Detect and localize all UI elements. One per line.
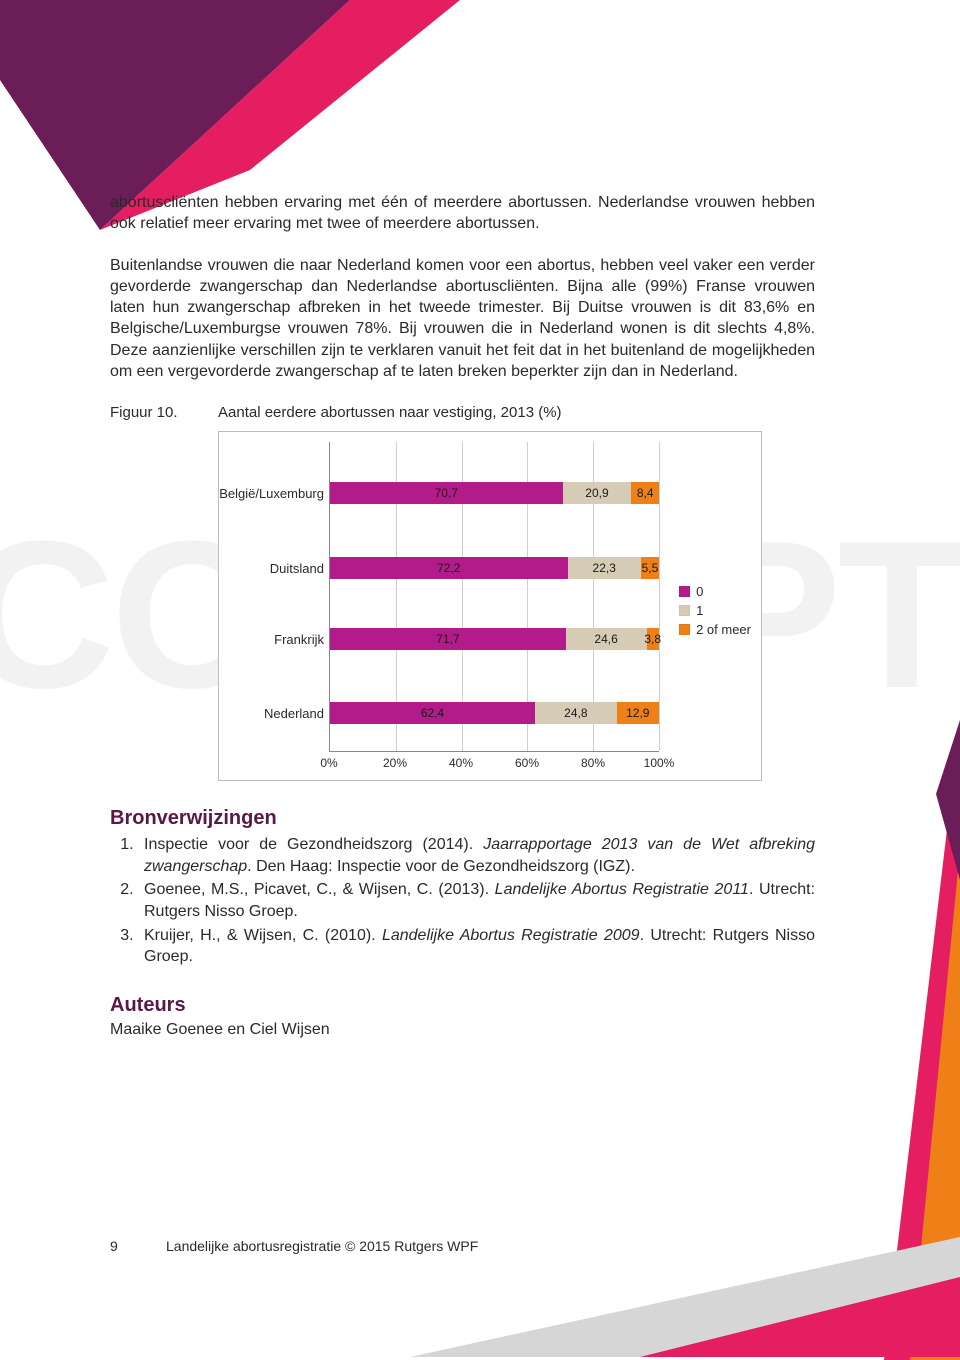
chart-bar-segment: 20,9 bbox=[563, 482, 632, 504]
chart-x-tick: 80% bbox=[581, 756, 605, 770]
reference-2: Goenee, M.S., Picavet, C., & Wijsen, C. … bbox=[138, 879, 815, 922]
reference-1: Inspectie voor de Gezondheidszorg (2014)… bbox=[138, 834, 815, 877]
chart-bar-segment: 24,8 bbox=[535, 702, 617, 724]
figure-caption-row: Figuur 10. Aantal eerdere abortussen naa… bbox=[110, 404, 815, 421]
chart-bar-row: Duitsland72,222,35,5 bbox=[330, 557, 659, 579]
paragraph-2: Buitenlandse vrouwen die naar Nederland … bbox=[110, 255, 815, 383]
legend-label: 1 bbox=[696, 603, 703, 618]
chart-bar-segment: 71,7 bbox=[330, 628, 566, 650]
chart-bar-segment: 5,5 bbox=[641, 557, 659, 579]
chart-bar-segment: 70,7 bbox=[330, 482, 563, 504]
chart-x-tick: 0% bbox=[320, 756, 337, 770]
legend-item: 0 bbox=[679, 584, 751, 599]
decor-bottom bbox=[0, 1177, 960, 1357]
legend-item: 1 bbox=[679, 603, 751, 618]
chart-container: België/Luxemburg70,720,98,4Duitsland72,2… bbox=[218, 431, 762, 781]
chart-bar-segment: 22,3 bbox=[568, 557, 641, 579]
heading-auteurs: Auteurs bbox=[110, 994, 815, 1017]
chart-bar-segment: 3,8 bbox=[647, 628, 660, 650]
chart-legend: 0 1 2 of meer bbox=[679, 584, 751, 641]
content-area: abortuscliënten hebben ervaring met één … bbox=[110, 192, 815, 1039]
chart-x-tick: 100% bbox=[644, 756, 675, 770]
chart-x-tick: 20% bbox=[383, 756, 407, 770]
figure-title: Aantal eerdere abortussen naar vestiging… bbox=[218, 404, 562, 421]
paragraph-1: abortuscliënten hebben ervaring met één … bbox=[110, 192, 815, 235]
chart-bar-segment: 8,4 bbox=[631, 482, 659, 504]
footer: 9 Landelijke abortusregistratie © 2015 R… bbox=[110, 1238, 478, 1254]
reference-3: Kruijer, H., & Wijsen, C. (2010). Landel… bbox=[138, 925, 815, 968]
legend-label: 2 of meer bbox=[696, 622, 751, 637]
legend-label: 0 bbox=[696, 584, 703, 599]
chart-x-tick: 40% bbox=[449, 756, 473, 770]
chart-bar-row: België/Luxemburg70,720,98,4 bbox=[330, 482, 659, 504]
chart-bar-row: Nederland62,424,812,9 bbox=[330, 702, 659, 724]
chart-bar-segment: 24,6 bbox=[566, 628, 647, 650]
chart-category-label: Duitsland bbox=[224, 557, 324, 579]
legend-swatch bbox=[679, 605, 690, 616]
legend-swatch bbox=[679, 624, 690, 635]
footer-text: Landelijke abortusregistratie © 2015 Rut… bbox=[166, 1238, 478, 1254]
heading-bron: Bronverwijzingen bbox=[110, 807, 815, 830]
legend-swatch bbox=[679, 586, 690, 597]
figure-label: Figuur 10. bbox=[110, 404, 218, 421]
chart-plot-area: België/Luxemburg70,720,98,4 Duitsland72,2… bbox=[329, 442, 659, 752]
chart-x-axis: 0%20%40%60%80%100% bbox=[329, 752, 659, 774]
page-number: 9 bbox=[110, 1238, 166, 1254]
legend-item: 2 of meer bbox=[679, 622, 751, 637]
chart-bar-segment: 62,4 bbox=[330, 702, 535, 724]
references-list: Inspectie voor de Gezondheidszorg (2014)… bbox=[110, 834, 815, 968]
chart-bar-segment: 72,2 bbox=[330, 557, 568, 579]
chart-bar-row: Frankrijk71,724,63,8 bbox=[330, 628, 659, 650]
chart-category-label: Nederland bbox=[224, 702, 324, 724]
chart-gridline bbox=[659, 442, 660, 751]
chart-x-tick: 60% bbox=[515, 756, 539, 770]
chart-category-label: België/Luxemburg bbox=[224, 482, 324, 504]
authors-text: Maaike Goenee en Ciel Wijsen bbox=[110, 1021, 815, 1039]
chart-category-label: Frankrijk bbox=[224, 628, 324, 650]
chart-bar-segment: 12,9 bbox=[617, 702, 659, 724]
